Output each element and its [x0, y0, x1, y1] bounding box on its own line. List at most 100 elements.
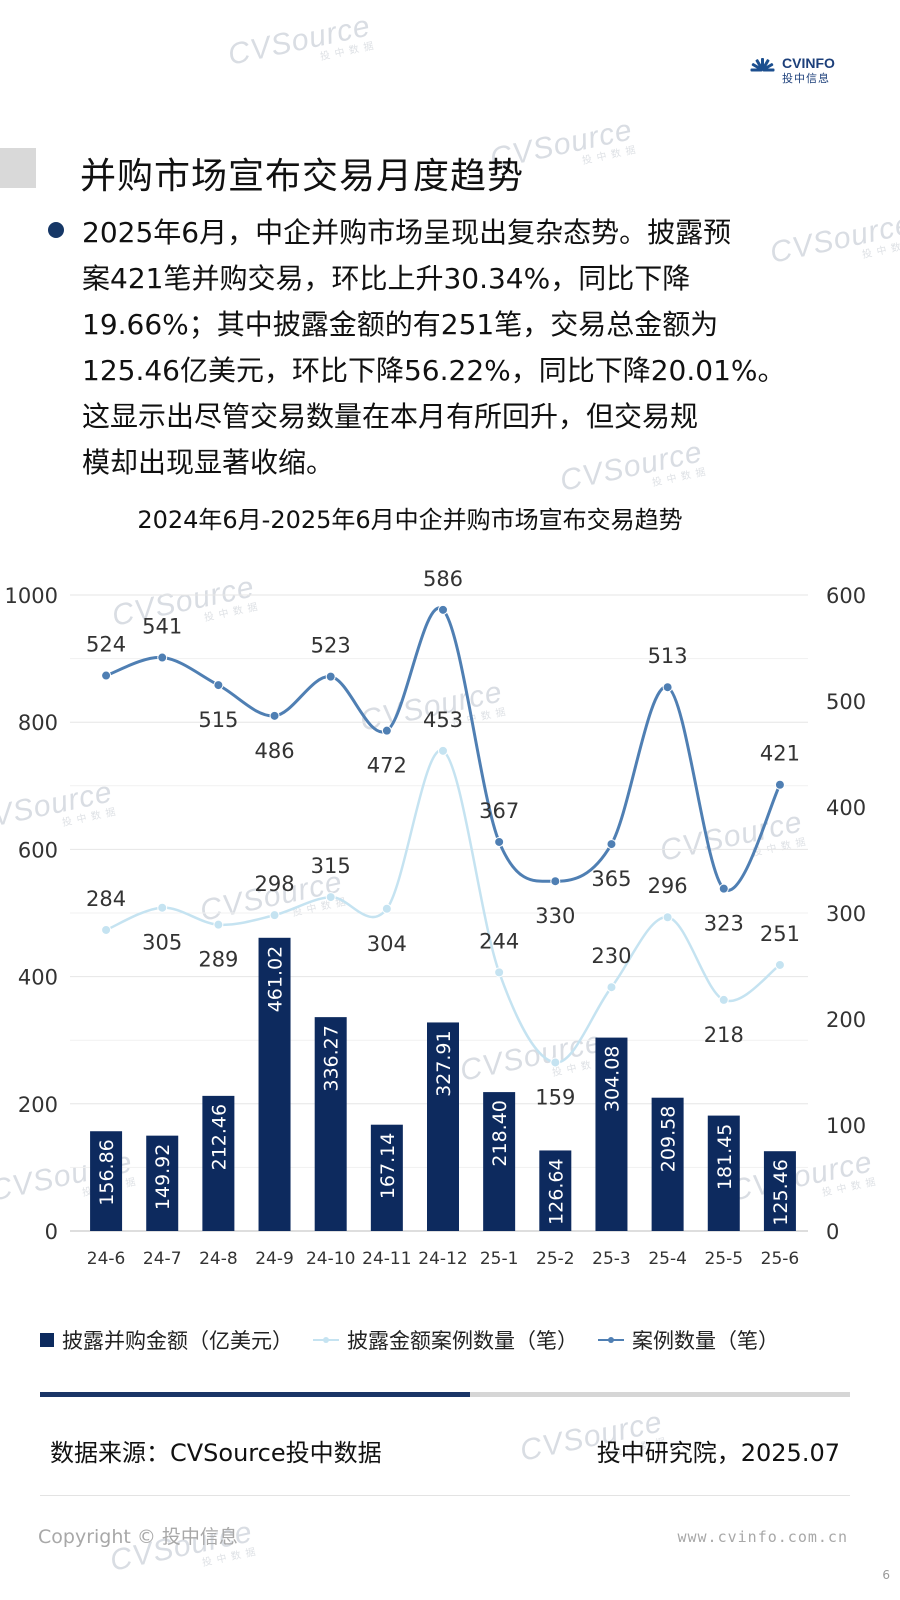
y-right-tick-label: 100	[826, 1114, 866, 1138]
point-disclosed-count	[662, 912, 673, 923]
bar	[427, 1022, 459, 1231]
point-disclosed-count	[381, 903, 392, 914]
y-left-tick-label: 600	[18, 838, 58, 862]
bar	[146, 1135, 179, 1231]
trend-chart: 0 200 400 600 800 1000 0 100 200 300 400 500 600 156.…	[5, 567, 867, 1269]
bar	[90, 1131, 123, 1231]
point-label-case-count: 367	[479, 799, 519, 823]
bar	[483, 1092, 516, 1231]
copyright: Copyright © 投中信息	[38, 1526, 238, 1548]
summary-line: 2025年6月，中企并购市场呈现出复杂态势。披露预	[82, 216, 732, 249]
point-case-count	[606, 839, 617, 850]
logo-subtitle: 投中信息	[782, 72, 830, 85]
point-label-case-count: 472	[367, 754, 407, 778]
y-right-tick-label: 500	[826, 690, 866, 714]
logo-burst-icon	[748, 56, 776, 84]
bar-value-label: 126.64	[545, 1158, 567, 1224]
y-left-tick-label: 400	[18, 966, 58, 990]
bar	[202, 1095, 235, 1231]
y-right-tick-label: 0	[826, 1220, 839, 1244]
point-case-count	[774, 779, 785, 790]
legend-label: 披露并购金额（亿美元）	[62, 1329, 293, 1353]
footer-divider-light	[470, 1392, 850, 1397]
x-tick-label: 25-2	[536, 1249, 575, 1269]
point-disclosed-count	[325, 892, 336, 903]
bar-value-label: 209.58	[658, 1106, 680, 1172]
point-label-disclosed-count: 298	[254, 872, 294, 896]
website-link[interactable]: www.cvinfo.com.cn	[677, 1528, 848, 1546]
x-tick-label: 24-11	[362, 1249, 411, 1269]
x-tick-label: 24-12	[418, 1249, 467, 1269]
point-disclosed-count	[494, 967, 505, 978]
point-label-case-count: 421	[760, 742, 800, 766]
point-disclosed-count	[606, 982, 617, 993]
bar-value-label: 336.27	[321, 1025, 343, 1091]
x-tick-label: 25-6	[761, 1249, 800, 1269]
point-label-disclosed-count: 159	[535, 1085, 575, 1109]
point-label-disclosed-count: 218	[704, 1023, 744, 1047]
point-case-count	[157, 652, 168, 663]
legend-line-swatch	[598, 1333, 624, 1347]
summary-line: 模却出现显著收缩。	[82, 446, 335, 479]
point-case-count	[662, 682, 673, 693]
summary-line: 案421笔并购交易，环比上升30.34%，同比下降	[82, 262, 691, 295]
point-label-case-count: 586	[423, 567, 463, 591]
y-left-tick-label: 200	[18, 1093, 58, 1117]
chart-title: 2024年6月-2025年6月中企并购市场宣布交易趋势	[137, 506, 683, 534]
bar	[539, 1150, 572, 1231]
legend-item-disclosed-count: 披露金额案例数量（笔）	[313, 1325, 578, 1355]
bar	[595, 1037, 628, 1231]
x-tick-label: 24-6	[87, 1249, 126, 1269]
bar	[707, 1115, 740, 1231]
bar	[314, 1017, 347, 1231]
y-right-tick-label: 400	[826, 796, 866, 820]
point-label-case-count: 513	[648, 644, 688, 668]
point-label-disclosed-count: 289	[198, 948, 238, 972]
bar	[370, 1124, 403, 1231]
bar	[258, 937, 291, 1231]
point-label-disclosed-count: 230	[591, 944, 631, 968]
point-disclosed-count	[774, 959, 785, 970]
summary-paragraph: 2025年6月，中企并购市场呈现出复杂态势。披露预 案421笔并购交易，环比上升…	[82, 210, 842, 486]
page-number: 6	[882, 1568, 890, 1582]
cvinfo-logo: CVINFO 投中信息	[748, 56, 835, 84]
line-disclosed-count	[105, 749, 781, 1064]
point-case-count	[101, 670, 112, 681]
bullet-dot	[48, 222, 64, 238]
y-right-tick-label: 300	[826, 902, 866, 926]
footer-thin-divider	[40, 1495, 850, 1496]
point-label-disclosed-count: 251	[760, 922, 800, 946]
point-label-case-count: 541	[142, 615, 182, 639]
point-label-case-count: 486	[254, 739, 294, 763]
legend-line-swatch	[313, 1333, 339, 1347]
legend-item-case-count: 案例数量（笔）	[598, 1325, 779, 1355]
point-label-disclosed-count: 453	[423, 708, 463, 732]
page-title: 并购市场宣布交易月度趋势	[80, 156, 525, 197]
bar-value-label: 181.45	[714, 1124, 736, 1190]
point-case-count	[494, 836, 505, 847]
bar	[651, 1097, 684, 1231]
y-right-tick-label: 600	[826, 584, 866, 608]
x-tick-label: 24-8	[199, 1249, 238, 1269]
point-disclosed-count	[213, 919, 224, 930]
point-case-count	[438, 604, 448, 615]
bar	[763, 1151, 796, 1231]
point-label-disclosed-count: 244	[479, 929, 519, 953]
point-case-count	[325, 671, 336, 682]
x-tick-label: 25-3	[592, 1249, 631, 1269]
legend-bar-swatch	[40, 1333, 54, 1347]
footer-divider-dark	[40, 1392, 470, 1397]
bar-value-label: 461.02	[265, 946, 287, 1012]
y-left-tick-label: 800	[18, 711, 58, 735]
point-disclosed-count	[718, 994, 729, 1005]
x-tick-label: 24-9	[255, 1249, 294, 1269]
point-label-case-count: 524	[86, 633, 126, 657]
legend-label: 案例数量（笔）	[632, 1329, 779, 1353]
x-tick-label: 24-10	[306, 1249, 355, 1269]
point-label-disclosed-count: 304	[367, 932, 407, 956]
y-right-tick-label: 200	[826, 1008, 866, 1032]
point-case-count	[381, 725, 392, 736]
legend-label: 披露金额案例数量（笔）	[347, 1329, 578, 1353]
bar-value-label: 218.40	[489, 1100, 511, 1166]
